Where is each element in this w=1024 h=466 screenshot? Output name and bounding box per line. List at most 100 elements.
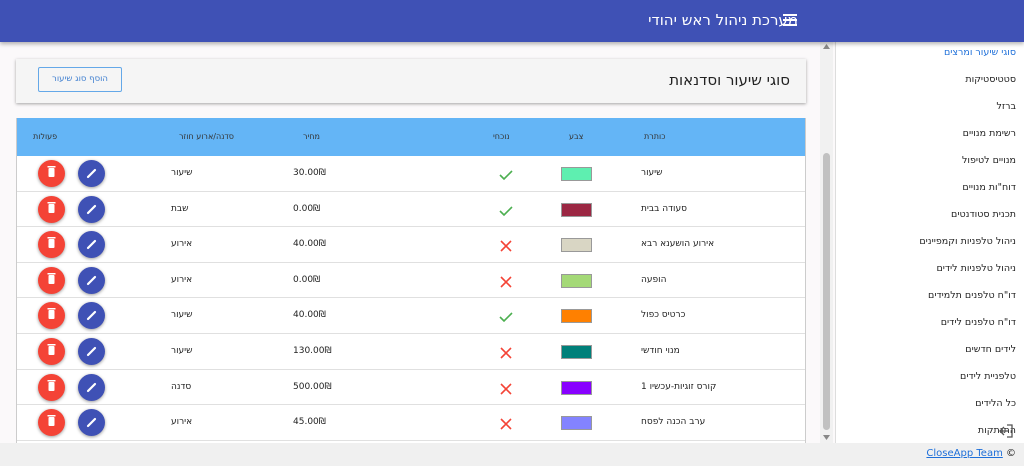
table-row: קורס זוגיות-עכשיו 1 500.00₪ סדנה [17, 370, 805, 406]
edit-button[interactable] [78, 195, 105, 223]
table-row: שיעור 30.00₪ שיעור [17, 156, 805, 192]
cross-icon [500, 347, 512, 359]
row-price: 500.00₪ [293, 381, 332, 392]
table-row: אירוע הושענא רבא 40.00₪ אירוע [17, 227, 805, 263]
row-title: הופעה [641, 274, 667, 285]
sidebar-item[interactable]: טלפניית לידים [960, 371, 1016, 382]
column-header: צבע [569, 132, 584, 141]
sidebar-item[interactable]: ברזל [996, 101, 1016, 112]
delete-button[interactable] [38, 231, 65, 259]
sidebar-item[interactable]: סטטיסטיקות [965, 74, 1016, 85]
color-swatch [561, 167, 592, 181]
scroll-down[interactable] [823, 435, 830, 441]
absent-cross [499, 345, 513, 359]
column-header: כותרת [644, 132, 666, 141]
menu-icon[interactable] [783, 14, 797, 26]
data-table: כותרת צבע נוכחי מחיר סדנה/ארוע חוזר פעולות שי… [16, 118, 806, 448]
row-title: סעודה בבית [641, 203, 687, 214]
add-button[interactable]: הוסף סוג שיעור [38, 67, 122, 92]
edit-button[interactable] [78, 302, 105, 330]
color-swatch [561, 238, 592, 253]
column-header: נוכחי [493, 132, 510, 141]
pencil-icon [86, 311, 97, 321]
color-swatch [561, 345, 592, 359]
row-price: 40.00₪ [293, 310, 326, 321]
delete-button[interactable] [38, 338, 65, 365]
check-icon [499, 206, 513, 216]
table-row: כרטיס כפול 40.00₪ שיעור [17, 298, 805, 334]
pencil-icon [86, 240, 97, 250]
page-header-card: סוגי שיעור וסדנאות הוסף סוג שיעור [16, 59, 806, 103]
row-price: 40.00₪ [293, 239, 326, 250]
trash-icon [47, 272, 56, 284]
absent-cross [499, 416, 513, 430]
color-swatch [561, 273, 592, 288]
row-kind: סדנה [171, 381, 192, 392]
page-title: סוגי שיעור וסדנאות [669, 71, 790, 89]
sidebar-item[interactable]: מנויים לטיפול [961, 155, 1016, 166]
delete-button[interactable] [38, 160, 65, 187]
edit-button[interactable] [78, 266, 105, 294]
sidebar-item[interactable]: סוגי שיעור ומרצים [943, 47, 1016, 58]
color-swatch [561, 202, 592, 217]
column-header: פעולות [33, 132, 58, 141]
absent-cross [499, 381, 513, 395]
row-price: 0.00₪ [293, 203, 321, 214]
table-row: מנוי חודשי 130.00₪ שיעור [17, 334, 805, 370]
sidebar-item[interactable]: דו"ח טלפנים תלמידים [928, 290, 1016, 301]
footer-link[interactable]: CloseApp Team [926, 448, 1003, 459]
row-kind: שיעור [171, 310, 193, 321]
delete-button[interactable] [38, 195, 65, 223]
edit-button[interactable] [78, 338, 105, 365]
trash-icon [47, 344, 56, 355]
present-check [499, 167, 513, 181]
row-title: ערב הכנה לפסח [641, 417, 706, 428]
cross-icon [500, 240, 512, 252]
table-header: כותרת צבע נוכחי מחיר סדנה/ארוע חוזר פעולות [17, 118, 805, 156]
sidebar-item[interactable]: דו"ח טלפנים לידים [940, 317, 1016, 328]
footer: CloseApp Team © [0, 443, 1024, 466]
logout-icon [999, 423, 1013, 438]
edit-button[interactable] [78, 231, 105, 259]
sidebar: סוגי שיעור ומרצים סטטיסטיקות ברזל רשימת מנו… [835, 42, 1024, 443]
cross-icon [500, 418, 512, 430]
delete-button[interactable] [38, 373, 65, 401]
sidebar-item[interactable]: דוח"ות מנויים [962, 182, 1016, 193]
row-title: שיעור [641, 168, 663, 178]
row-kind: שבת [171, 203, 189, 214]
edit-button[interactable] [78, 409, 105, 437]
sidebar-item[interactable]: ניהול טלפניות לידים [936, 263, 1016, 274]
cross-icon [500, 276, 512, 288]
scroll-up[interactable] [823, 44, 830, 50]
top-bar: מערכת ניהול ראש יהודי [0, 0, 1024, 42]
cross-icon [500, 383, 512, 395]
pencil-icon [86, 168, 97, 179]
present-check [499, 203, 513, 217]
sidebar-item[interactable]: כל הלידים [975, 398, 1016, 409]
scrollbar[interactable] [820, 42, 833, 443]
check-icon [499, 170, 513, 181]
scroll-thumb[interactable] [823, 153, 830, 430]
sidebar-item[interactable]: תכנית סטודנטים [951, 209, 1016, 220]
pencil-icon [86, 382, 97, 392]
edit-button[interactable] [78, 373, 105, 401]
trash-icon [47, 379, 56, 391]
sidebar-item[interactable]: התנתקות [977, 425, 1016, 436]
check-icon [499, 312, 513, 323]
sidebar-item[interactable]: רשימת מנויים [962, 128, 1016, 139]
delete-button[interactable] [38, 302, 65, 330]
row-kind: אירוע [171, 274, 193, 285]
color-swatch [561, 380, 592, 395]
column-header: מחיר [303, 132, 320, 141]
table-row: הופעה 0.00₪ אירוע [17, 263, 805, 299]
edit-button[interactable] [78, 160, 105, 187]
copyright: © [1006, 448, 1016, 459]
row-title: מנוי חודשי [641, 346, 680, 356]
delete-button[interactable] [38, 409, 65, 437]
sidebar-item[interactable]: לידים חדשים [965, 344, 1016, 355]
delete-button[interactable] [38, 266, 65, 294]
present-check [499, 309, 513, 323]
sidebar-item[interactable]: ניהול טלפניות וקמפיינים [919, 236, 1016, 247]
absent-cross [499, 238, 513, 252]
